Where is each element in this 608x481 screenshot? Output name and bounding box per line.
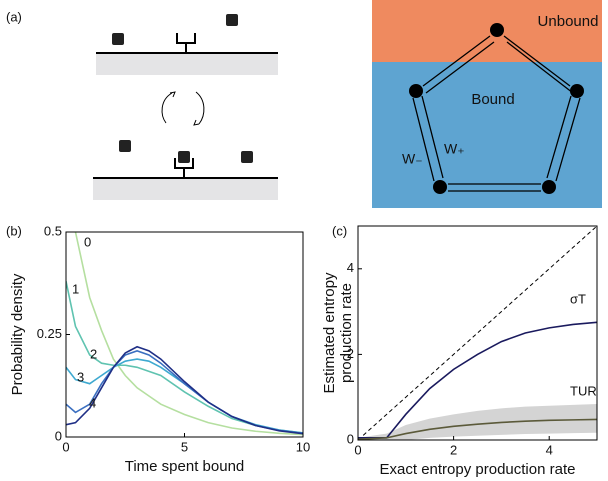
x-tick-label: 5 [181,439,188,454]
rate-label: W₋ [402,151,423,167]
plot-area [66,232,303,436]
data-line [74,232,303,436]
axes-frame [65,231,304,438]
x-tick-label: 4 [546,442,553,457]
y-tick-label: 4 [347,260,354,275]
state-label: Unbound [538,13,599,30]
data-line [358,226,597,440]
x-tick-label: 10 [296,439,310,454]
y-tick-label: 0.5 [44,223,62,238]
schematic [93,14,278,200]
y-tick-label: 0.25 [37,326,62,341]
state-label: Bound [471,91,514,108]
rate-label: W₊ [444,141,465,157]
data-line [358,418,597,440]
series-label: 4 [89,395,96,410]
x-tick-label: 2 [450,442,457,457]
series-label: 2 [90,346,97,361]
series-label: σT [570,291,586,306]
state-network: Unbound Bound W₋ W₊ [372,0,602,208]
data-line [358,321,597,439]
data-line [66,281,303,434]
y-tick-label: 2 [347,346,354,361]
panel-label: (b) [6,223,22,238]
series-label: 1 [72,281,79,296]
x-axis-label: Exact entropy production rate [380,461,576,478]
x-tick-label: 0 [62,439,69,454]
series-label: TUR [570,383,597,398]
panel-label: (a) [6,9,22,24]
data-line [66,345,303,435]
axes-frame [357,225,598,441]
y-axis-label: production rate [338,283,355,383]
series-label: 0 [84,234,91,249]
x-axis-label: Time spent bound [125,458,245,475]
panel-label: (c) [332,223,347,238]
y-tick-label: 0 [55,428,62,443]
x-tick-label: 0 [354,442,361,457]
y-axis-label: Probability density [9,273,26,395]
series-label: 3 [77,369,84,384]
confidence-band [358,404,597,440]
data-line [66,358,303,434]
y-axis-label: Estimated entropy [321,272,338,393]
plot-area [358,226,597,440]
y-tick-label: 0 [347,431,354,446]
